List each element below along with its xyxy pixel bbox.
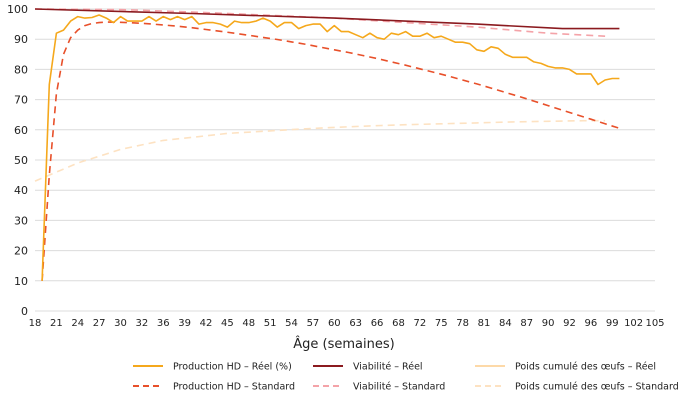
x-tick-label: 57 [307, 318, 320, 329]
y-tick-label: 0 [21, 305, 28, 318]
x-tick-label: 90 [542, 318, 555, 329]
x-axis-ticks: 18 21 24 27 30 32 36 39 42 45 48 51 54 57 60 63 66 68 72 75… [29, 318, 665, 329]
x-tick-label: 27 [93, 318, 106, 329]
legend-item: Viabilité – Réel [313, 362, 423, 373]
x-tick-label: 39 [178, 318, 191, 329]
legend-label: Production HD – Réel (%) [173, 362, 292, 373]
x-tick-label: 84 [499, 318, 512, 329]
x-tick-label: 36 [157, 318, 170, 329]
y-tick-label: 60 [14, 124, 28, 137]
legend-item: Production HD – Réel (%) [133, 362, 292, 373]
x-tick-label: 32 [136, 318, 149, 329]
x-tick-label: 75 [435, 318, 448, 329]
x-tick-label: 105 [645, 318, 664, 329]
x-tick-label: 81 [478, 318, 491, 329]
y-tick-label: 80 [14, 63, 28, 76]
legend: Production HD – Réel (%) Production HD – … [133, 362, 679, 393]
legend-item: Viabilité – Standard [313, 382, 445, 393]
legend-item: Poids cumulé des œufs – Réel [475, 362, 656, 373]
y-tick-label: 10 [14, 275, 28, 288]
series-line-2 [34, 8, 620, 30]
series-lines [34, 8, 620, 281]
x-tick-label: 72 [413, 318, 426, 329]
x-tick-label: 92 [563, 318, 576, 329]
x-tick-label: 66 [371, 318, 384, 329]
x-tick-label: 68 [392, 318, 405, 329]
y-tick-label: 70 [14, 94, 28, 107]
x-tick-label: 21 [50, 318, 63, 329]
x-tick-label: 54 [285, 318, 298, 329]
y-tick-label: 90 [14, 33, 28, 46]
legend-label: Viabilité – Réel [353, 362, 423, 373]
legend-label: Production HD – Standard [173, 382, 295, 393]
x-tick-label: 24 [71, 318, 84, 329]
y-tick-label: 20 [14, 245, 28, 258]
legend-item: Production HD – Standard [133, 382, 295, 393]
series-line-0 [41, 14, 620, 281]
x-tick-label: 30 [114, 318, 127, 329]
y-tick-label: 30 [14, 214, 28, 227]
series-line-1 [41, 21, 620, 281]
legend-label: Poids cumulé des œufs – Réel [515, 362, 656, 373]
x-tick-label: 99 [606, 318, 619, 329]
x-axis-title: Âge (semaines) [293, 336, 394, 352]
gridlines [35, 8, 655, 312]
legend-label: Viabilité – Standard [353, 382, 445, 393]
x-tick-label: 60 [328, 318, 341, 329]
x-tick-label: 18 [29, 318, 42, 329]
legend-label: Poids cumulé des œufs – Standard [515, 382, 679, 393]
x-tick-label: 45 [221, 318, 234, 329]
y-tick-label: 100 [7, 3, 28, 16]
legend-item: Poids cumulé des œufs – Standard [475, 382, 679, 393]
x-tick-label: 102 [624, 318, 643, 329]
y-axis-ticks: 0 10 20 30 40 50 60 70 80 90 100 [7, 3, 28, 318]
y-tick-label: 40 [14, 184, 28, 197]
x-tick-label: 51 [264, 318, 277, 329]
x-tick-label: 78 [456, 318, 469, 329]
x-tick-label: 87 [520, 318, 533, 329]
x-tick-label: 48 [242, 318, 255, 329]
series-line-3 [34, 8, 606, 37]
x-tick-label: 42 [200, 318, 213, 329]
y-tick-label: 50 [14, 154, 28, 167]
series-line-5 [34, 119, 606, 182]
x-tick-label: 96 [584, 318, 597, 329]
x-tick-label: 63 [349, 318, 362, 329]
